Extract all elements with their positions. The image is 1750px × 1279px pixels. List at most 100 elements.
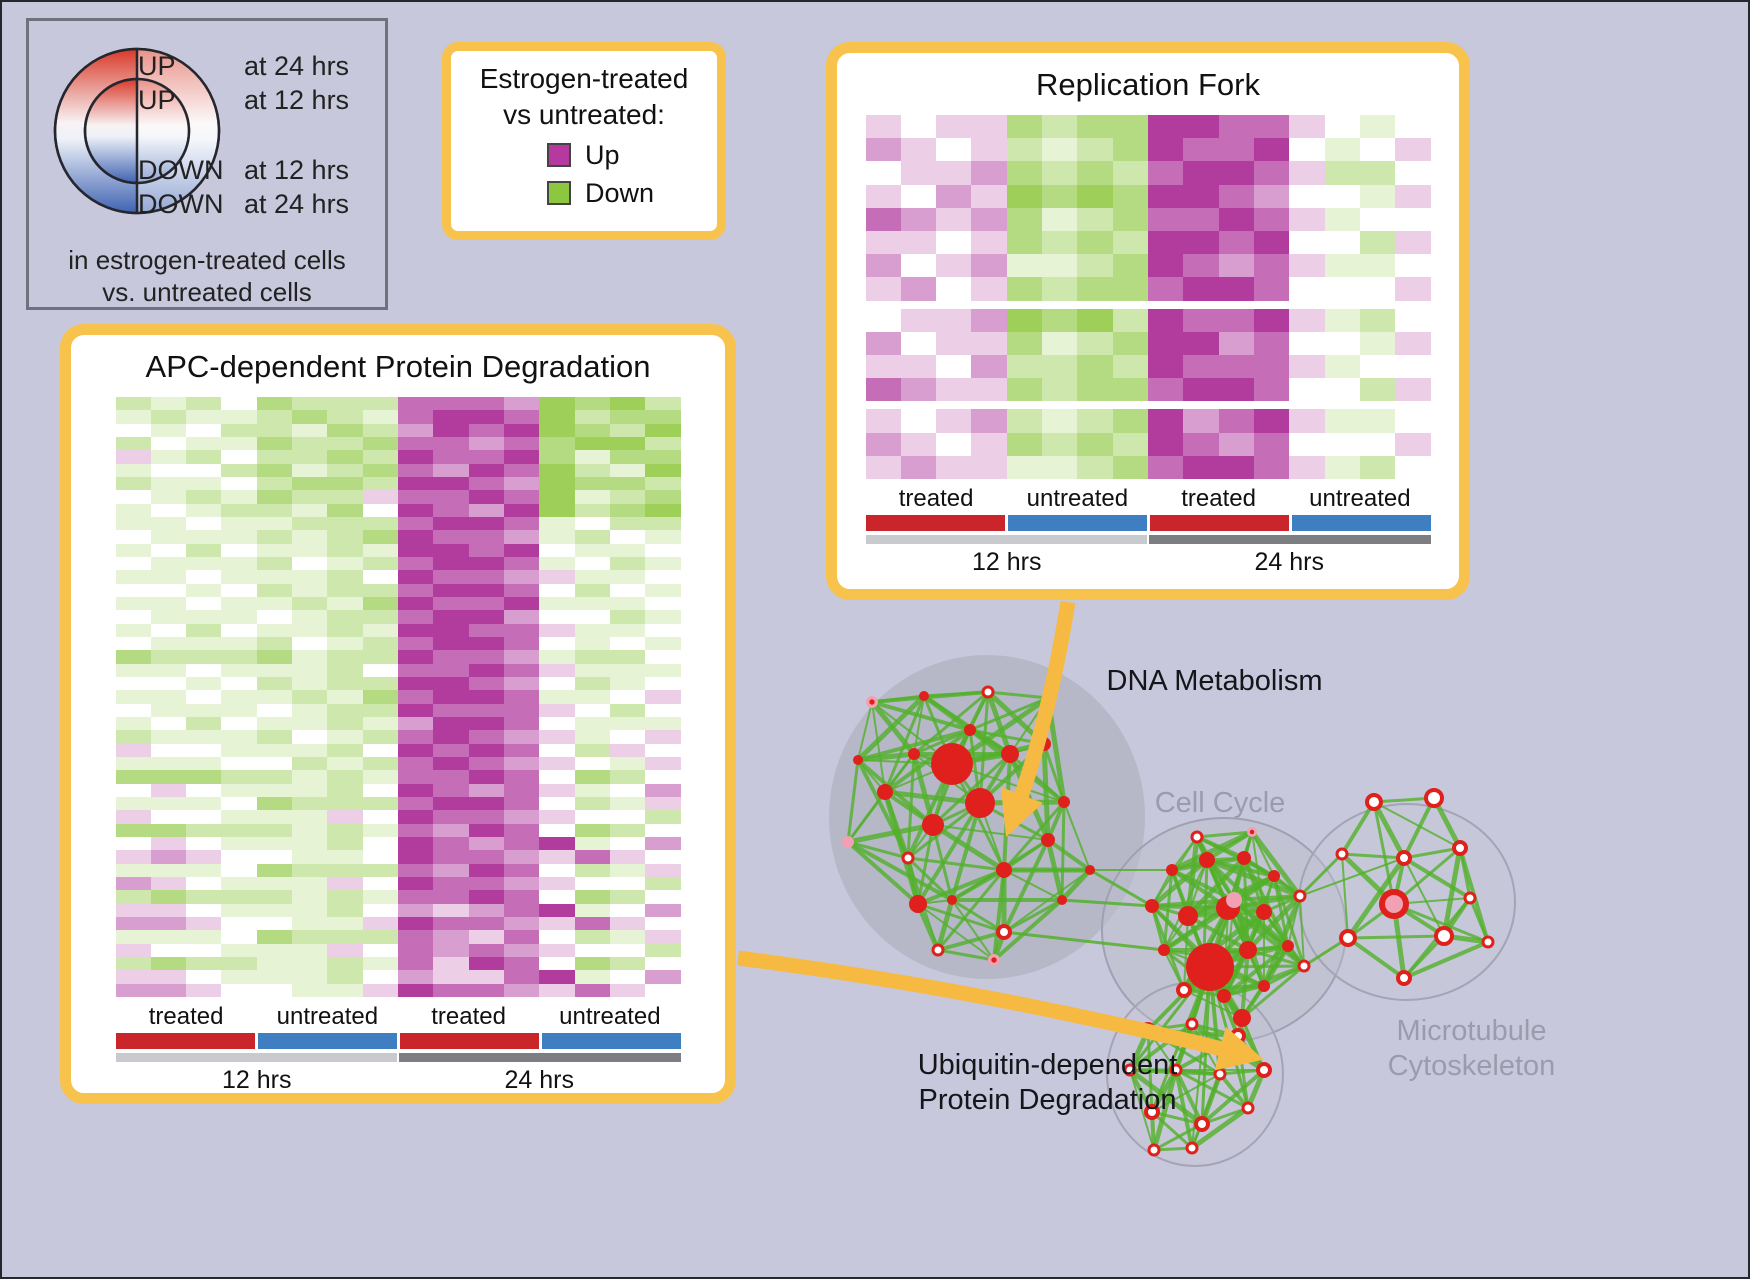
heatmap-cell xyxy=(468,636,504,651)
heatmap-cell xyxy=(1148,331,1184,355)
heatmap-cell xyxy=(1359,254,1396,278)
heatmap-cell xyxy=(1253,378,1290,402)
network-edge xyxy=(1393,897,1471,905)
apc-degradation-title: APC-dependent Protein Degradation xyxy=(145,349,651,384)
network-edge xyxy=(1205,859,1230,909)
heatmap-cell xyxy=(468,783,504,797)
network-edge xyxy=(1243,856,1275,878)
heatmap-cell xyxy=(327,583,363,597)
heatmap-cell xyxy=(327,423,363,437)
heatmap-cell xyxy=(503,650,540,664)
heatmap-cell xyxy=(1395,254,1431,278)
heatmap-cell xyxy=(503,596,540,611)
heatmap-cell xyxy=(186,690,222,704)
heatmap-cell xyxy=(292,756,328,771)
heatmap-cell xyxy=(865,115,901,139)
heatmap-cell xyxy=(1289,355,1325,379)
heatmap-cell xyxy=(327,716,363,731)
heatmap-cell xyxy=(609,450,646,464)
heatmap-cell xyxy=(150,983,187,997)
heatmap-row-gap xyxy=(866,301,1431,309)
heatmap-cell xyxy=(221,436,257,451)
heatmap-cell xyxy=(574,690,610,704)
network-edge xyxy=(1063,801,1091,871)
heatmap-cell xyxy=(150,463,187,477)
heatmap-cell xyxy=(574,543,610,557)
network-edge xyxy=(1181,906,1231,992)
apc-degradation-heatmap xyxy=(115,397,681,997)
network-node xyxy=(1085,865,1095,875)
heatmap-cell xyxy=(503,983,540,997)
heatmap-cell xyxy=(292,823,328,837)
heatmap-cell xyxy=(256,716,293,731)
network-node xyxy=(1268,870,1280,882)
heatmap-cell xyxy=(503,556,540,571)
heatmap-cell xyxy=(1324,409,1360,433)
heatmap-cell xyxy=(115,930,151,944)
network-edge xyxy=(1203,899,1235,957)
heatmap-cell xyxy=(115,743,151,757)
network-node xyxy=(1140,1022,1156,1038)
heatmap-cell xyxy=(539,850,575,864)
network-edge xyxy=(871,701,953,765)
heatmap-cell xyxy=(186,610,222,624)
heatmap-cell xyxy=(256,583,293,597)
network-node xyxy=(1216,896,1240,920)
heatmap-cell xyxy=(539,397,575,411)
heatmap-cell xyxy=(609,636,646,651)
heatmap-cell xyxy=(256,730,293,744)
heatmap-cell xyxy=(1395,161,1431,185)
heatmap-cell xyxy=(1006,331,1043,355)
heatmap-cell xyxy=(1395,308,1431,332)
heatmap-cell xyxy=(609,503,646,517)
network-edge xyxy=(917,903,995,961)
ring-row-up-12: UP at 12 hrs xyxy=(138,85,349,116)
heatmap-cell xyxy=(1253,355,1290,379)
heatmap-cell xyxy=(609,463,646,477)
heatmap-cell xyxy=(865,231,901,255)
heatmap-cell xyxy=(150,436,187,451)
heatmap-cell xyxy=(609,623,646,637)
heatmap-cell xyxy=(256,836,293,851)
network-edge xyxy=(937,930,1005,952)
heatmap-cell xyxy=(1183,161,1219,185)
network-edge xyxy=(1205,858,1266,914)
heatmap-cell xyxy=(115,836,151,851)
network-edge xyxy=(1393,846,1461,906)
heatmap-cell xyxy=(1077,355,1113,379)
heatmap-cell xyxy=(503,423,540,437)
heatmap-cell xyxy=(186,463,222,477)
heatmap-cell xyxy=(1359,115,1396,139)
heatmap-cell xyxy=(609,490,646,504)
network-edge xyxy=(1223,984,1265,998)
heatmap-cell xyxy=(1359,432,1396,456)
network-edge xyxy=(1393,902,1489,944)
ring-row-down-12: DOWN at 12 hrs xyxy=(138,155,349,186)
heatmap-cell xyxy=(539,970,575,984)
heatmap-cell xyxy=(645,783,681,797)
network-edge xyxy=(1221,910,1267,998)
network-edge xyxy=(1226,906,1290,948)
heatmap-cell xyxy=(362,703,398,717)
network-edge xyxy=(1236,1017,1244,1037)
network-edge xyxy=(1045,697,1067,803)
heatmap-cell xyxy=(362,796,398,811)
heatmap-cell xyxy=(1148,355,1184,379)
heatmap-cell xyxy=(150,956,187,971)
network-edge xyxy=(856,758,935,827)
ring-time: at 24 hrs xyxy=(244,189,350,219)
cluster-ellipse-dna-metabolism xyxy=(829,655,1145,979)
heatmap-cell xyxy=(256,916,293,931)
heatmap-cell xyxy=(609,583,646,597)
network-edge xyxy=(1003,869,1063,901)
heatmap-cell xyxy=(150,503,187,517)
heatmap-cell xyxy=(256,610,293,624)
heatmap-cell xyxy=(645,756,681,771)
network-edge xyxy=(1372,801,1396,905)
network-edge xyxy=(917,902,1005,934)
heatmap-cell xyxy=(468,863,504,877)
heatmap-cell xyxy=(433,956,469,971)
callout-arrow xyxy=(737,950,1264,1071)
network-edge xyxy=(1458,847,1472,899)
heatmap-cell xyxy=(645,503,681,517)
